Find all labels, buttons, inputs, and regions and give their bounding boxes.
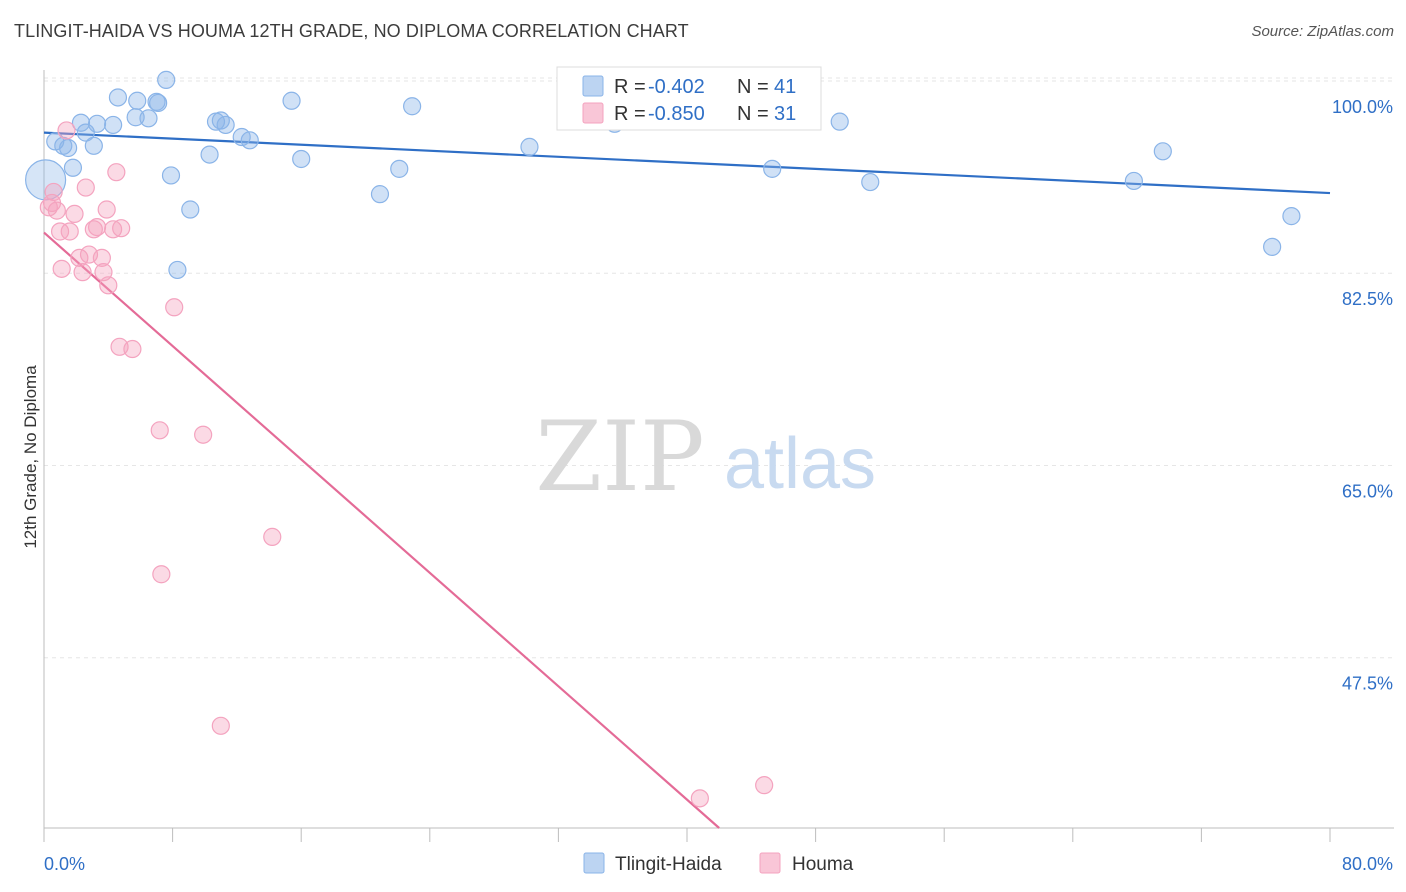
tlingit-haida-point <box>1263 237 1282 256</box>
houma-point <box>150 421 169 440</box>
houma-point <box>73 263 92 282</box>
y-tick-label: 100.0% <box>1332 97 1393 117</box>
tlingit-haida-point <box>403 97 422 116</box>
houma-point <box>112 219 131 238</box>
x-tick-label-max: 80.0% <box>1342 854 1393 874</box>
houma-point <box>60 222 79 241</box>
houma-point <box>99 276 118 295</box>
tlingit-haida-point <box>240 131 259 150</box>
tlingit-haida-point <box>1124 171 1143 191</box>
houma-point <box>76 178 95 197</box>
legend-swatch-houma <box>582 102 604 124</box>
tlingit-haida-point <box>1153 142 1172 161</box>
tlingit-haida-point <box>149 93 168 113</box>
tlingit-haida-point <box>292 149 311 169</box>
houma-point <box>97 200 116 219</box>
y-axis-title: 12th Grade, No Diploma <box>21 365 40 549</box>
source-label: Source: ZipAtlas.com <box>1251 23 1394 40</box>
tlingit-haida-point <box>390 159 409 178</box>
tlingit-haida-point <box>181 200 200 219</box>
legend-r-value-1: -0.402 <box>648 76 705 98</box>
y-tick-labels: 100.0% 82.5% 65.0% 47.5% <box>1332 97 1393 694</box>
tlingit-haida-point <box>830 112 849 131</box>
tlingit-haida-point <box>200 145 219 164</box>
y-tick-label: 82.5% <box>1342 289 1393 309</box>
houma-point <box>165 298 184 317</box>
stats-legend: R = -0.402 N = 41 R = -0.850 N = 31 <box>556 66 822 131</box>
watermark-atlas: atlas <box>724 424 876 504</box>
chart-title: TLINGIT-HAIDA VS HOUMA 12TH GRADE, NO DI… <box>14 21 689 41</box>
tlingit-haida-point <box>161 166 181 185</box>
tlingit-haida-point <box>861 172 880 192</box>
houma-point <box>107 163 126 182</box>
tlingit-haida-point <box>139 109 158 128</box>
houma-point <box>152 565 171 584</box>
legend-n-label-1: N = <box>737 76 769 98</box>
houma-point <box>194 425 213 444</box>
houma-point <box>70 248 89 267</box>
y-tick-label: 65.0% <box>1342 481 1393 501</box>
legend-r-value-2: -0.850 <box>648 103 705 125</box>
legend-series-tlingit: Tlingit-Haida <box>615 854 722 875</box>
tlingit-haida-point <box>84 136 103 155</box>
tlingit-haida-point <box>108 88 128 107</box>
legend-swatch-tlingit-bottom <box>583 852 605 874</box>
houma-point <box>123 339 142 359</box>
houma-point <box>755 776 774 795</box>
legend-swatch-tlingit <box>582 75 604 97</box>
tlingit-haida-point <box>104 115 123 135</box>
legend-r-label-1: R = <box>614 76 646 98</box>
houma-point <box>92 248 111 267</box>
watermark-zip: ZIP <box>535 401 704 513</box>
tlingit-haida-point <box>128 91 147 110</box>
tlingit-haida-point <box>520 137 539 156</box>
tlingit-haida-point <box>157 70 176 89</box>
tlingit-haida-point <box>71 113 91 132</box>
legend-n-value-1: 41 <box>774 76 796 98</box>
legend-series-houma: Houma <box>792 854 854 875</box>
houma-point <box>50 222 70 241</box>
tlingit-haida-point <box>216 115 235 135</box>
series-legend: Tlingit-Haida Houma <box>583 852 854 875</box>
tlingit-haida-point <box>763 159 782 178</box>
houma-trend-line <box>43 231 720 829</box>
legend-r-label-2: R = <box>614 103 646 125</box>
tlingit-haida-point <box>59 138 78 158</box>
watermark: ZIP atlas <box>535 401 876 513</box>
tlingit-haida-point <box>87 114 107 133</box>
legend-n-label-2: N = <box>737 103 769 125</box>
houma-point <box>57 121 76 140</box>
tlingit-haida-point <box>63 158 83 177</box>
tlingit-haida-point <box>282 91 301 110</box>
legend-n-value-2: 31 <box>774 103 796 125</box>
houma-point <box>211 716 230 735</box>
tlingit-haida-point <box>168 260 187 280</box>
x-tick-label-min: 0.0% <box>44 854 85 874</box>
houma-point <box>52 259 71 278</box>
tlingit-haida-point <box>370 185 390 204</box>
houma-point <box>44 182 63 202</box>
houma-point <box>263 527 282 546</box>
houma-point <box>87 217 107 237</box>
houma-point <box>47 201 66 220</box>
houma-point <box>690 789 709 808</box>
legend-swatch-houma-bottom <box>759 852 781 874</box>
y-tick-label: 47.5% <box>1342 674 1393 694</box>
houma-point <box>84 220 103 239</box>
houma-point <box>65 204 84 224</box>
tlingit-haida-point <box>1282 207 1301 226</box>
